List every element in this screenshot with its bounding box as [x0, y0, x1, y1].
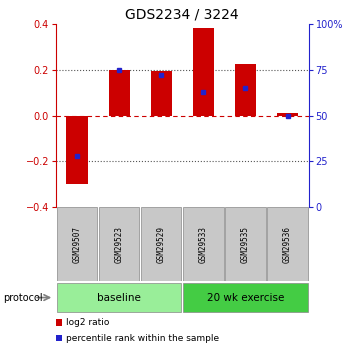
Text: GSM29523: GSM29523 — [115, 226, 123, 263]
Text: percentile rank within the sample: percentile rank within the sample — [66, 334, 219, 343]
Bar — [277, 113, 298, 116]
Text: GSM29536: GSM29536 — [283, 226, 292, 263]
Bar — [235, 64, 256, 116]
Bar — [183, 207, 223, 281]
Text: GSM29507: GSM29507 — [73, 226, 82, 263]
Text: 20 wk exercise: 20 wk exercise — [207, 293, 284, 303]
Bar — [193, 28, 214, 116]
Title: GDS2234 / 3224: GDS2234 / 3224 — [126, 8, 239, 22]
Bar — [225, 207, 266, 281]
Bar — [183, 283, 308, 312]
Text: GSM29529: GSM29529 — [157, 226, 166, 263]
Bar — [268, 207, 308, 281]
Bar — [151, 71, 172, 116]
Text: protocol: protocol — [4, 293, 43, 303]
Bar — [57, 283, 182, 312]
Bar — [109, 70, 130, 116]
Bar — [141, 207, 182, 281]
Text: GSM29535: GSM29535 — [241, 226, 250, 263]
Text: baseline: baseline — [97, 293, 141, 303]
Text: log2 ratio: log2 ratio — [66, 318, 109, 327]
Text: GSM29533: GSM29533 — [199, 226, 208, 263]
Bar — [66, 116, 87, 184]
Bar — [57, 207, 97, 281]
Bar — [99, 207, 139, 281]
